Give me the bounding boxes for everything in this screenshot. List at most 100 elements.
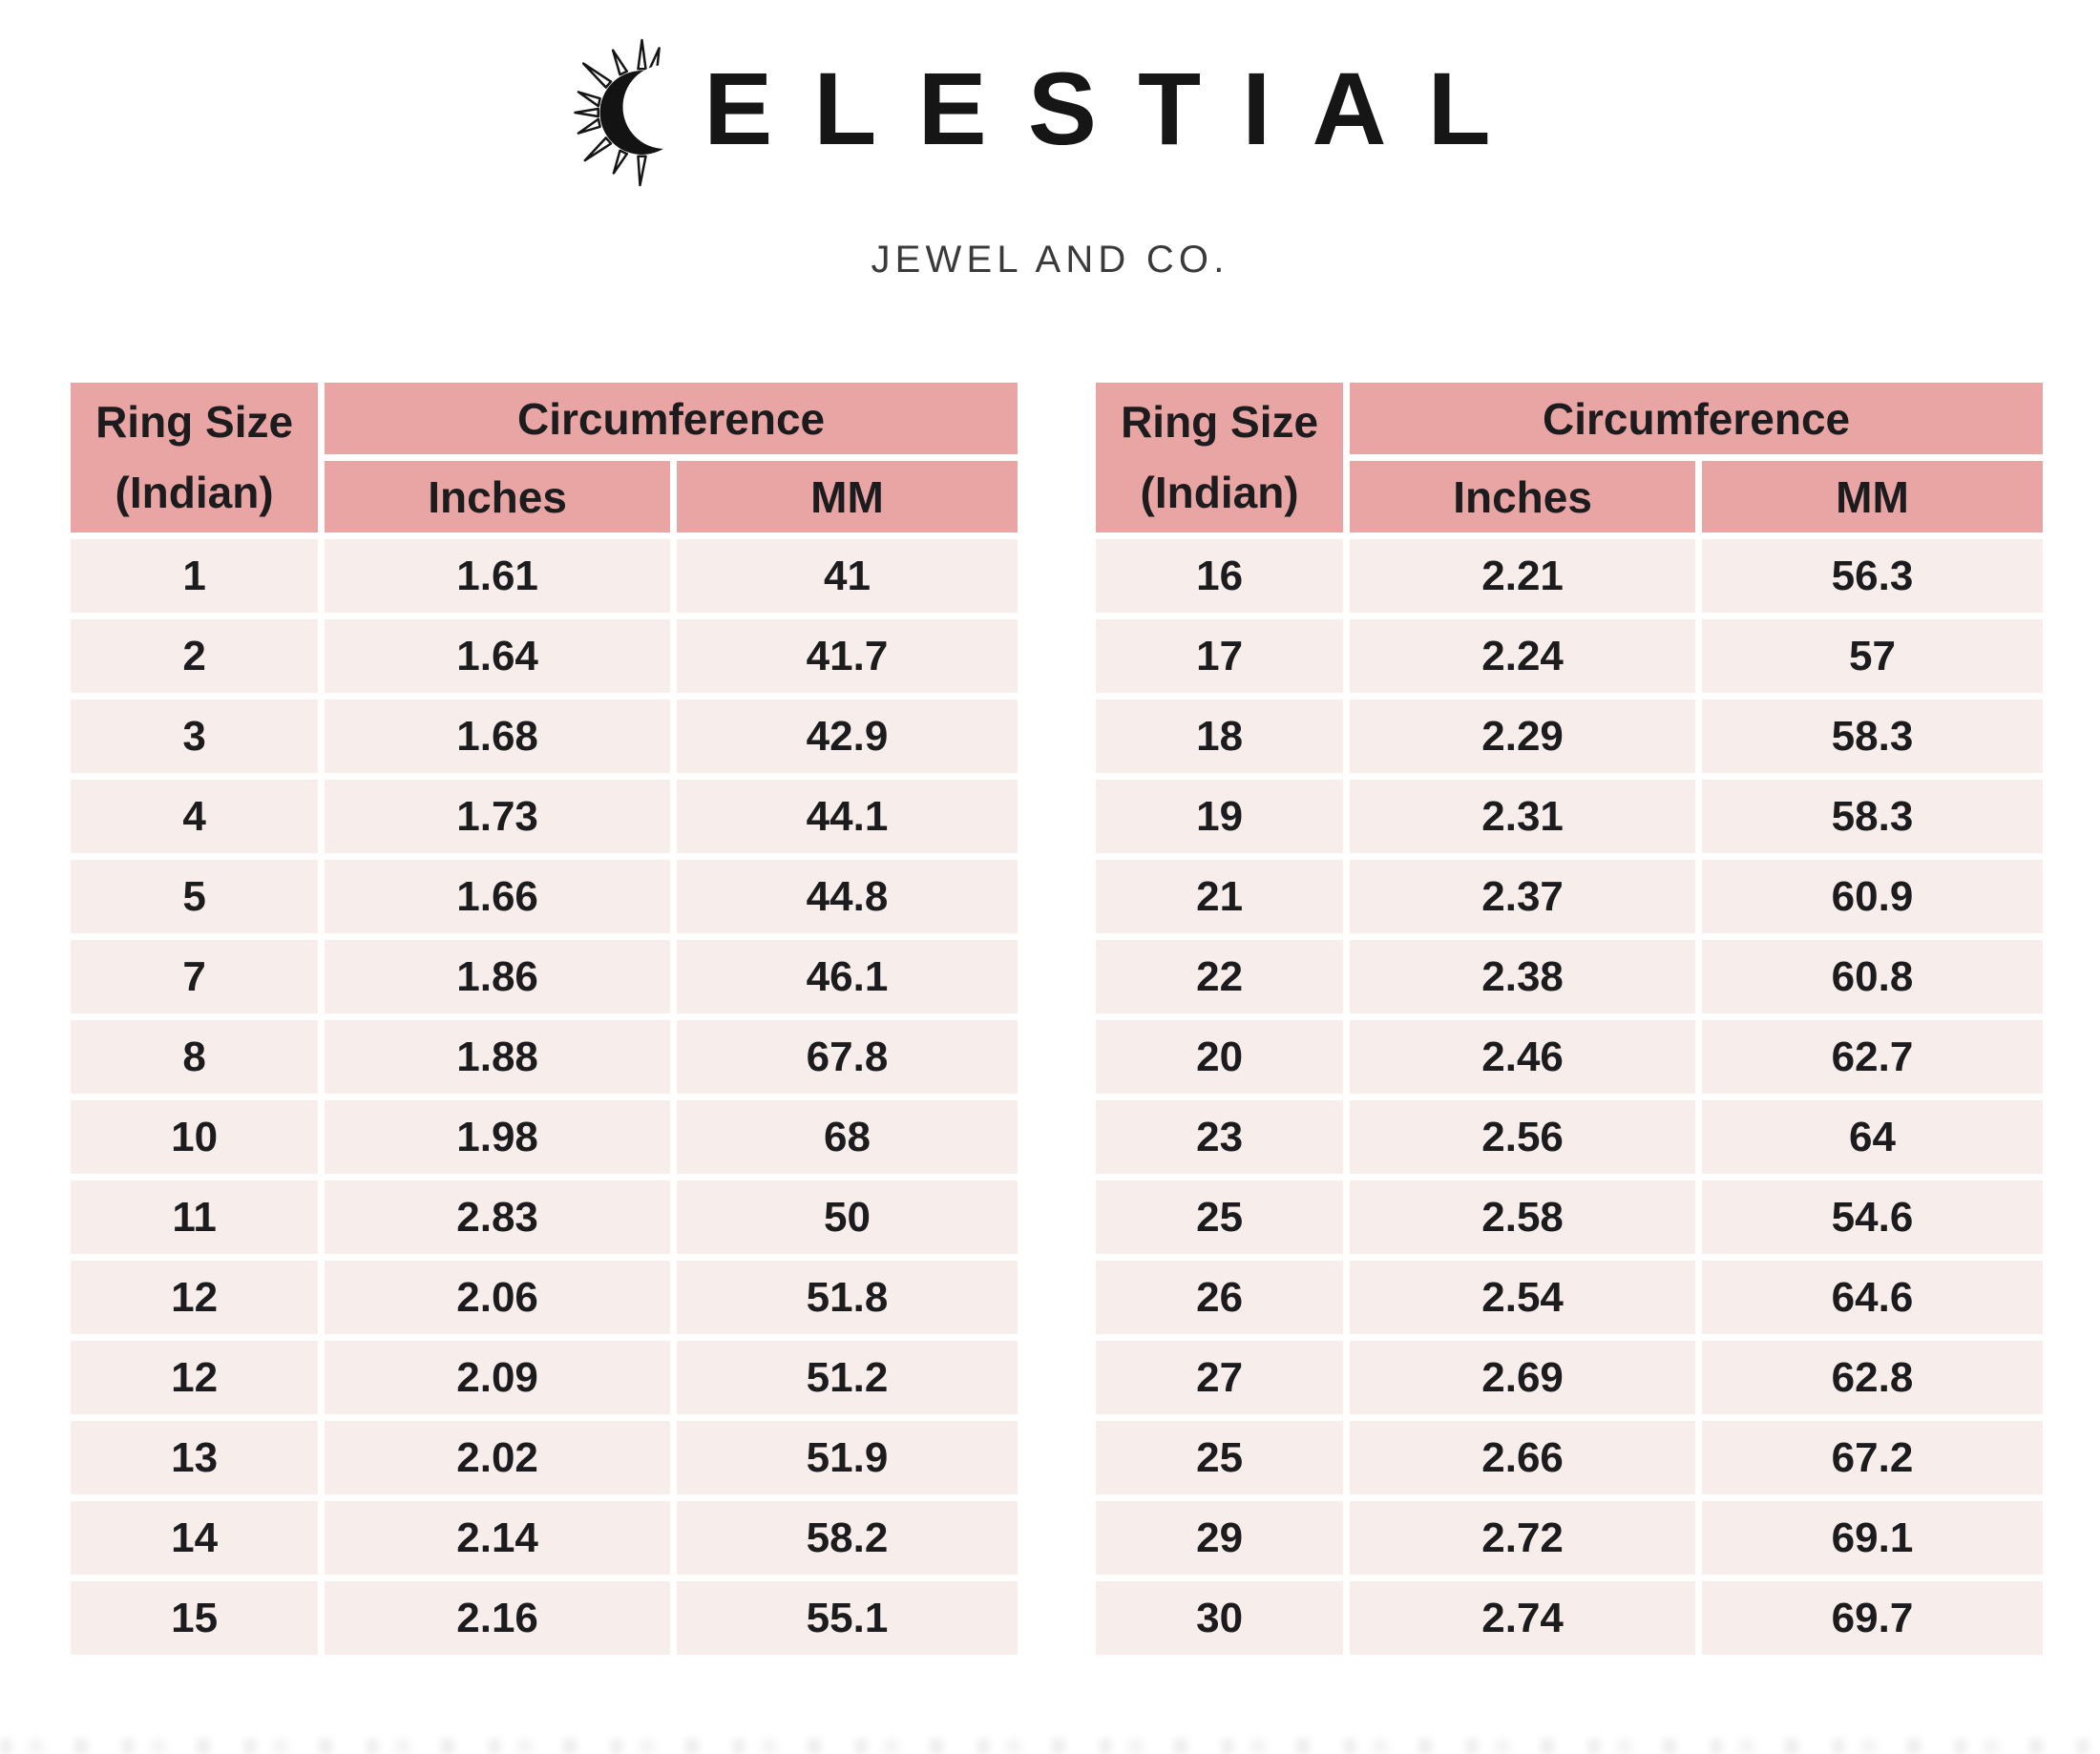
mm-cell: 62.7 [1702, 1020, 2043, 1094]
inches-cell: 2.74 [1350, 1581, 1696, 1655]
ring-size-cell: 29 [1096, 1501, 1344, 1575]
mm-cell: 41.7 [677, 619, 1018, 693]
mm-cell: 50 [677, 1180, 1018, 1254]
ring-size-cell: 13 [71, 1421, 319, 1494]
mm-cell: 41 [677, 539, 1018, 613]
ring-size-cell: 7 [71, 940, 319, 1013]
ring-size-cell: 2 [71, 619, 319, 693]
ring-size-cell: 15 [71, 1581, 319, 1655]
ring-size-cell: 16 [1096, 539, 1344, 613]
mm-cell: 56.3 [1702, 539, 2043, 613]
header-ring-size-line2: (Indian) [115, 467, 274, 517]
header-ring-size-line2: (Indian) [1140, 467, 1299, 517]
inches-cell: 2.24 [1350, 619, 1696, 693]
header-ring-size: Ring Size (Indian) [1096, 383, 1344, 532]
ring-size-cell: 19 [1096, 780, 1344, 853]
ring-size-cell: 22 [1096, 940, 1344, 1013]
ring-size-cell: 23 [1096, 1100, 1344, 1174]
ring-size-cell: 12 [71, 1261, 319, 1334]
mm-cell: 44.1 [677, 780, 1018, 853]
inches-cell: 2.09 [325, 1341, 671, 1414]
ring-size-cell: 20 [1096, 1020, 1344, 1094]
mm-cell: 69.7 [1702, 1581, 2043, 1655]
mm-cell: 46.1 [677, 940, 1018, 1013]
mm-cell: 51.8 [677, 1261, 1018, 1334]
inches-cell: 2.31 [1350, 780, 1696, 853]
header-ring-size-line1: Ring Size [1121, 396, 1319, 447]
ring-size-cell: 25 [1096, 1180, 1344, 1254]
inches-cell: 2.02 [325, 1421, 671, 1494]
inches-cell: 2.69 [1350, 1341, 1696, 1414]
inches-cell: 2.37 [1350, 860, 1696, 933]
header-ring-size-line1: Ring Size [95, 396, 294, 447]
mm-cell: 64.6 [1702, 1261, 2043, 1334]
mm-cell: 51.9 [677, 1421, 1018, 1494]
mm-cell: 51.2 [677, 1341, 1018, 1414]
mm-cell: 60.8 [1702, 940, 2043, 1013]
ring-size-cell: 1 [71, 539, 319, 613]
ring-size-cell: 8 [71, 1020, 319, 1094]
inches-cell: 2.56 [1350, 1100, 1696, 1174]
inches-cell: 1.86 [325, 940, 671, 1013]
inches-cell: 2.06 [325, 1261, 671, 1334]
ring-size-table-right: Ring Size (Indian) Circumference Inches … [1096, 383, 2043, 1655]
sun-crescent-icon [574, 38, 703, 187]
ring-size-table-left: Ring Size (Indian) Circumference Inches … [71, 383, 1018, 1655]
inches-cell: 2.29 [1350, 700, 1696, 773]
header-mm: MM [1702, 461, 2043, 532]
ring-size-cell: 3 [71, 700, 319, 773]
inches-cell: 1.66 [325, 860, 671, 933]
inches-cell: 2.83 [325, 1180, 671, 1254]
ring-size-cell: 4 [71, 780, 319, 853]
ring-size-cell: 25 [1096, 1421, 1344, 1494]
header-ring-size: Ring Size (Indian) [71, 383, 319, 532]
inches-cell: 1.88 [325, 1020, 671, 1094]
ring-size-cell: 26 [1096, 1261, 1344, 1334]
mm-cell: 62.8 [1702, 1341, 2043, 1414]
mm-cell: 58.2 [677, 1501, 1018, 1575]
mm-cell: 55.1 [677, 1581, 1018, 1655]
mm-cell: 58.3 [1702, 700, 2043, 773]
ring-size-cell: 11 [71, 1180, 319, 1254]
size-charts: Ring Size (Indian) Circumference Inches … [0, 383, 2100, 1655]
inches-cell: 2.46 [1350, 1020, 1696, 1094]
mm-cell: 67.8 [677, 1020, 1018, 1094]
inches-cell: 2.54 [1350, 1261, 1696, 1334]
mm-cell: 58.3 [1702, 780, 2043, 853]
ring-size-cell: 30 [1096, 1581, 1344, 1655]
ring-size-cell: 10 [71, 1100, 319, 1174]
mm-cell: 44.8 [677, 860, 1018, 933]
ring-size-cell: 18 [1096, 700, 1344, 773]
inches-cell: 1.68 [325, 700, 671, 773]
ring-size-cell: 17 [1096, 619, 1344, 693]
header-circumference: Circumference [1350, 383, 2043, 454]
inches-cell: 2.66 [1350, 1421, 1696, 1494]
mm-cell: 57 [1702, 619, 2043, 693]
mm-cell: 60.9 [1702, 860, 2043, 933]
inches-cell: 2.58 [1350, 1180, 1696, 1254]
mm-cell: 68 [677, 1100, 1018, 1174]
inches-cell: 2.21 [1350, 539, 1696, 613]
ring-size-cell: 21 [1096, 860, 1344, 933]
header-inches: Inches [325, 461, 671, 532]
brand-subtitle: JEWEL AND CO. [871, 239, 1229, 281]
inches-cell: 2.16 [325, 1581, 671, 1655]
mm-cell: 54.6 [1702, 1180, 2043, 1254]
brand-logo: ELESTIAL [0, 36, 2100, 189]
inches-cell: 2.72 [1350, 1501, 1696, 1575]
brand-wordmark: ELESTIAL [704, 51, 1532, 166]
inches-cell: 2.14 [325, 1501, 671, 1575]
ring-size-cell: 14 [71, 1501, 319, 1575]
inches-cell: 1.64 [325, 619, 671, 693]
mm-cell: 64 [1702, 1100, 2043, 1174]
ring-size-cell: 5 [71, 860, 319, 933]
mm-cell: 42.9 [677, 700, 1018, 773]
mm-cell: 67.2 [1702, 1421, 2043, 1494]
inches-cell: 1.98 [325, 1100, 671, 1174]
inches-cell: 1.73 [325, 780, 671, 853]
ring-size-cell: 12 [71, 1341, 319, 1414]
header-circumference: Circumference [325, 383, 1018, 454]
header-mm: MM [677, 461, 1018, 532]
cropped-text-remnant [0, 1739, 2100, 1754]
header-inches: Inches [1350, 461, 1696, 532]
